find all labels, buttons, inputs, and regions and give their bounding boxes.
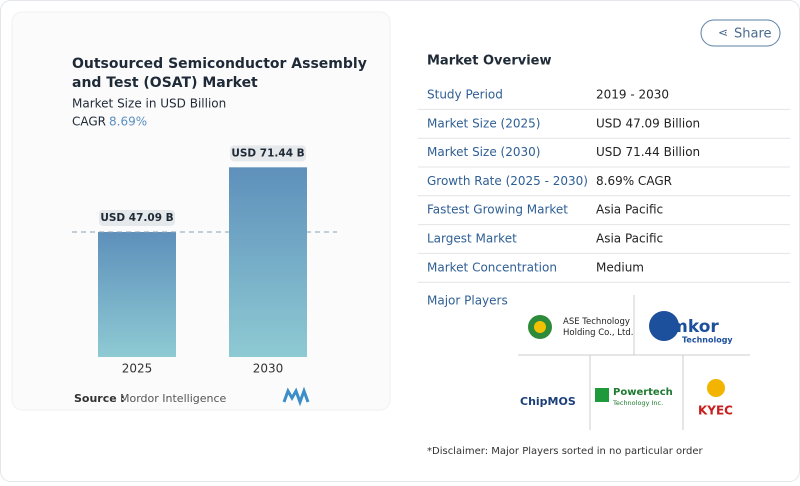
value-label: USD 71.44 B bbox=[231, 147, 304, 159]
player: ChipMOS bbox=[520, 395, 576, 408]
source-label: Source : bbox=[74, 392, 125, 405]
share-icon: ⋖ bbox=[718, 26, 728, 40]
bar bbox=[229, 167, 307, 357]
row-value: USD 71.44 Billion bbox=[596, 145, 700, 159]
row-label: Market Size (2025) bbox=[427, 116, 540, 130]
player: Powertech bbox=[613, 387, 673, 398]
value-label-bg bbox=[99, 209, 175, 226]
row-label: Study Period bbox=[427, 88, 503, 102]
chart-title: Outsourced Semiconductor Assembly and Tes… bbox=[72, 56, 367, 91]
kyec-logo bbox=[707, 379, 725, 397]
row-value: 2019 - 2030 bbox=[596, 88, 669, 102]
chart-subtitle: Market Size in USD Billion bbox=[72, 97, 226, 111]
player: ASE Technology Holding Co., Ltd. bbox=[563, 317, 633, 338]
players-title: Major Players bbox=[427, 294, 508, 308]
x-tick-label: 2025 bbox=[122, 362, 153, 376]
share-button[interactable] bbox=[700, 19, 781, 47]
player: Technology bbox=[682, 336, 733, 345]
overview-title: Market Overview bbox=[427, 54, 551, 69]
disclaimer: *Disclaimer: Major Players sorted in no … bbox=[427, 446, 704, 457]
player: Technology Inc. bbox=[612, 399, 663, 407]
source: Mordor Intelligence bbox=[120, 392, 227, 405]
row-label: Largest Market bbox=[427, 232, 517, 246]
player: Amkor bbox=[657, 317, 719, 337]
amkor-logo bbox=[649, 311, 679, 341]
row-label: Market Size (2030) bbox=[427, 145, 540, 159]
logo bbox=[282, 386, 310, 407]
row-label: Growth Rate (2025 - 2030) bbox=[427, 174, 588, 188]
value-label-bg bbox=[230, 145, 306, 162]
row-label: Market Concentration bbox=[427, 260, 557, 274]
row-value: Medium bbox=[596, 260, 644, 274]
ase-logo bbox=[534, 321, 546, 333]
row-value: Asia Pacific bbox=[596, 203, 663, 217]
cagr-label: CAGR bbox=[72, 115, 106, 129]
cagr-value: 8.69% bbox=[109, 115, 147, 129]
row-value: USD 47.09 Billion bbox=[596, 116, 700, 130]
player: KYEC bbox=[698, 404, 733, 418]
row-label: Fastest Growing Market bbox=[427, 203, 568, 217]
share-text[interactable]: Share bbox=[734, 27, 772, 42]
row-value: Asia Pacific bbox=[596, 232, 663, 246]
bar bbox=[98, 231, 176, 357]
value-label: USD 47.09 B bbox=[100, 212, 173, 224]
x-tick-label: 2030 bbox=[253, 362, 284, 376]
row-value: 8.69% CAGR bbox=[596, 174, 672, 188]
powertech-logo bbox=[595, 388, 609, 402]
